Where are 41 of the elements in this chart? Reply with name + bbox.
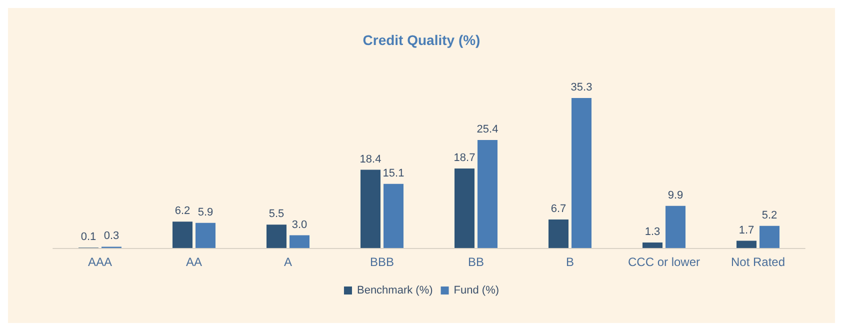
bar bbox=[548, 220, 568, 248]
data-label: 6.7 bbox=[550, 203, 566, 216]
data-label: 0.1 bbox=[80, 231, 96, 244]
data-label: 35.3 bbox=[570, 81, 592, 94]
bar bbox=[266, 224, 286, 248]
bar bbox=[642, 242, 662, 248]
legend-label: Benchmark (%) bbox=[356, 284, 433, 296]
bar bbox=[196, 222, 216, 248]
bar bbox=[478, 140, 498, 248]
bar bbox=[172, 222, 192, 248]
x-tick-label: CCC or lower bbox=[628, 255, 700, 269]
bar bbox=[666, 206, 686, 248]
bar bbox=[454, 168, 474, 248]
data-label: 9.9 bbox=[668, 189, 684, 202]
bar bbox=[290, 235, 310, 248]
x-tick-label: AAA bbox=[88, 255, 112, 269]
data-label: 0.3 bbox=[104, 230, 120, 242]
x-tick-label: BB bbox=[468, 255, 484, 269]
x-tick-label: AA bbox=[186, 255, 202, 269]
data-label: 6.2 bbox=[174, 205, 190, 218]
bar bbox=[384, 184, 404, 248]
bar bbox=[360, 170, 380, 248]
x-tick-label: Not Rated bbox=[730, 255, 786, 269]
data-label: 25.4 bbox=[476, 124, 498, 136]
data-label: 3.0 bbox=[292, 218, 308, 231]
data-label: 1.3 bbox=[644, 226, 660, 238]
bar bbox=[760, 226, 780, 248]
x-tick-label: A bbox=[284, 255, 292, 269]
data-label: 18.4 bbox=[360, 153, 382, 166]
x-tick-label: BBB bbox=[370, 255, 394, 269]
chart-title: Credit Quality (%) bbox=[362, 32, 480, 48]
data-label: 18.7 bbox=[454, 152, 476, 164]
bar bbox=[736, 240, 756, 248]
data-label: 15.1 bbox=[382, 167, 404, 180]
data-label: 5.2 bbox=[762, 209, 778, 222]
data-label: 1.7 bbox=[738, 224, 754, 236]
legend-label: Fund (%) bbox=[454, 284, 500, 296]
data-label: 5.9 bbox=[198, 206, 214, 218]
bar bbox=[572, 98, 592, 248]
data-label: 5.5 bbox=[268, 208, 284, 220]
x-tick-label: B bbox=[566, 255, 574, 269]
